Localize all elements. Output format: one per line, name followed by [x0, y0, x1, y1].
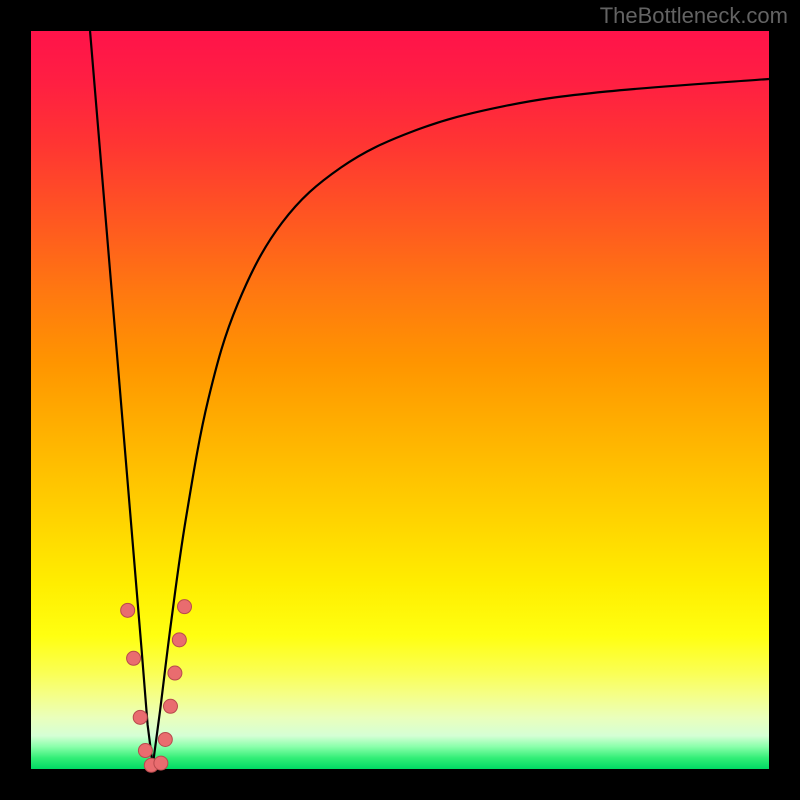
data-marker — [121, 603, 135, 617]
bottleneck-chart — [0, 0, 800, 800]
data-marker — [133, 710, 147, 724]
data-marker — [127, 651, 141, 665]
data-marker — [138, 744, 152, 758]
data-marker — [163, 699, 177, 713]
data-marker — [178, 600, 192, 614]
data-marker — [168, 666, 182, 680]
data-marker — [158, 732, 172, 746]
data-marker — [172, 633, 186, 647]
watermark-text: TheBottleneck.com — [600, 3, 788, 29]
data-marker — [154, 756, 168, 770]
